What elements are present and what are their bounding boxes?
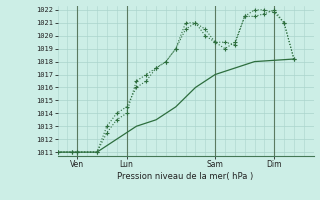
X-axis label: Pression niveau de la mer( hPa ): Pression niveau de la mer( hPa ) xyxy=(117,172,254,181)
